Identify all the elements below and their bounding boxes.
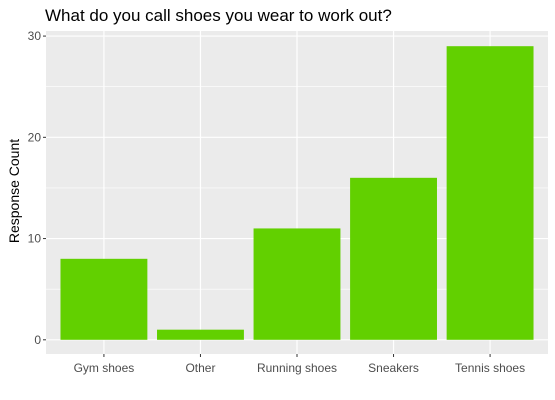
x-tick-label: Gym shoes [74, 361, 135, 375]
y-axis-ticks: 0 10 20 30 [28, 29, 46, 347]
x-tick-label: Sneakers [368, 361, 419, 375]
bar-sneakers [350, 177, 437, 340]
chart-title: What do you call shoes you wear to work … [45, 6, 392, 25]
x-tick-label: Other [185, 361, 215, 375]
y-tick-label: 30 [28, 29, 42, 43]
bar-tennis-shoes [446, 46, 534, 340]
y-axis-title: Response Count [6, 139, 22, 243]
x-axis-ticks: Gym shoes Other Running shoes Sneakers Tenni… [74, 354, 525, 375]
y-tick-label: 0 [34, 333, 41, 347]
x-tick-label: Tennis shoes [455, 361, 525, 375]
y-tick-label: 10 [28, 232, 42, 246]
bar-other [157, 329, 244, 340]
y-tick-label: 20 [28, 130, 42, 144]
x-tick-label: Running shoes [257, 361, 337, 375]
bar-gym-shoes [60, 258, 148, 340]
bar-running-shoes [253, 228, 341, 340]
bars [60, 46, 534, 340]
